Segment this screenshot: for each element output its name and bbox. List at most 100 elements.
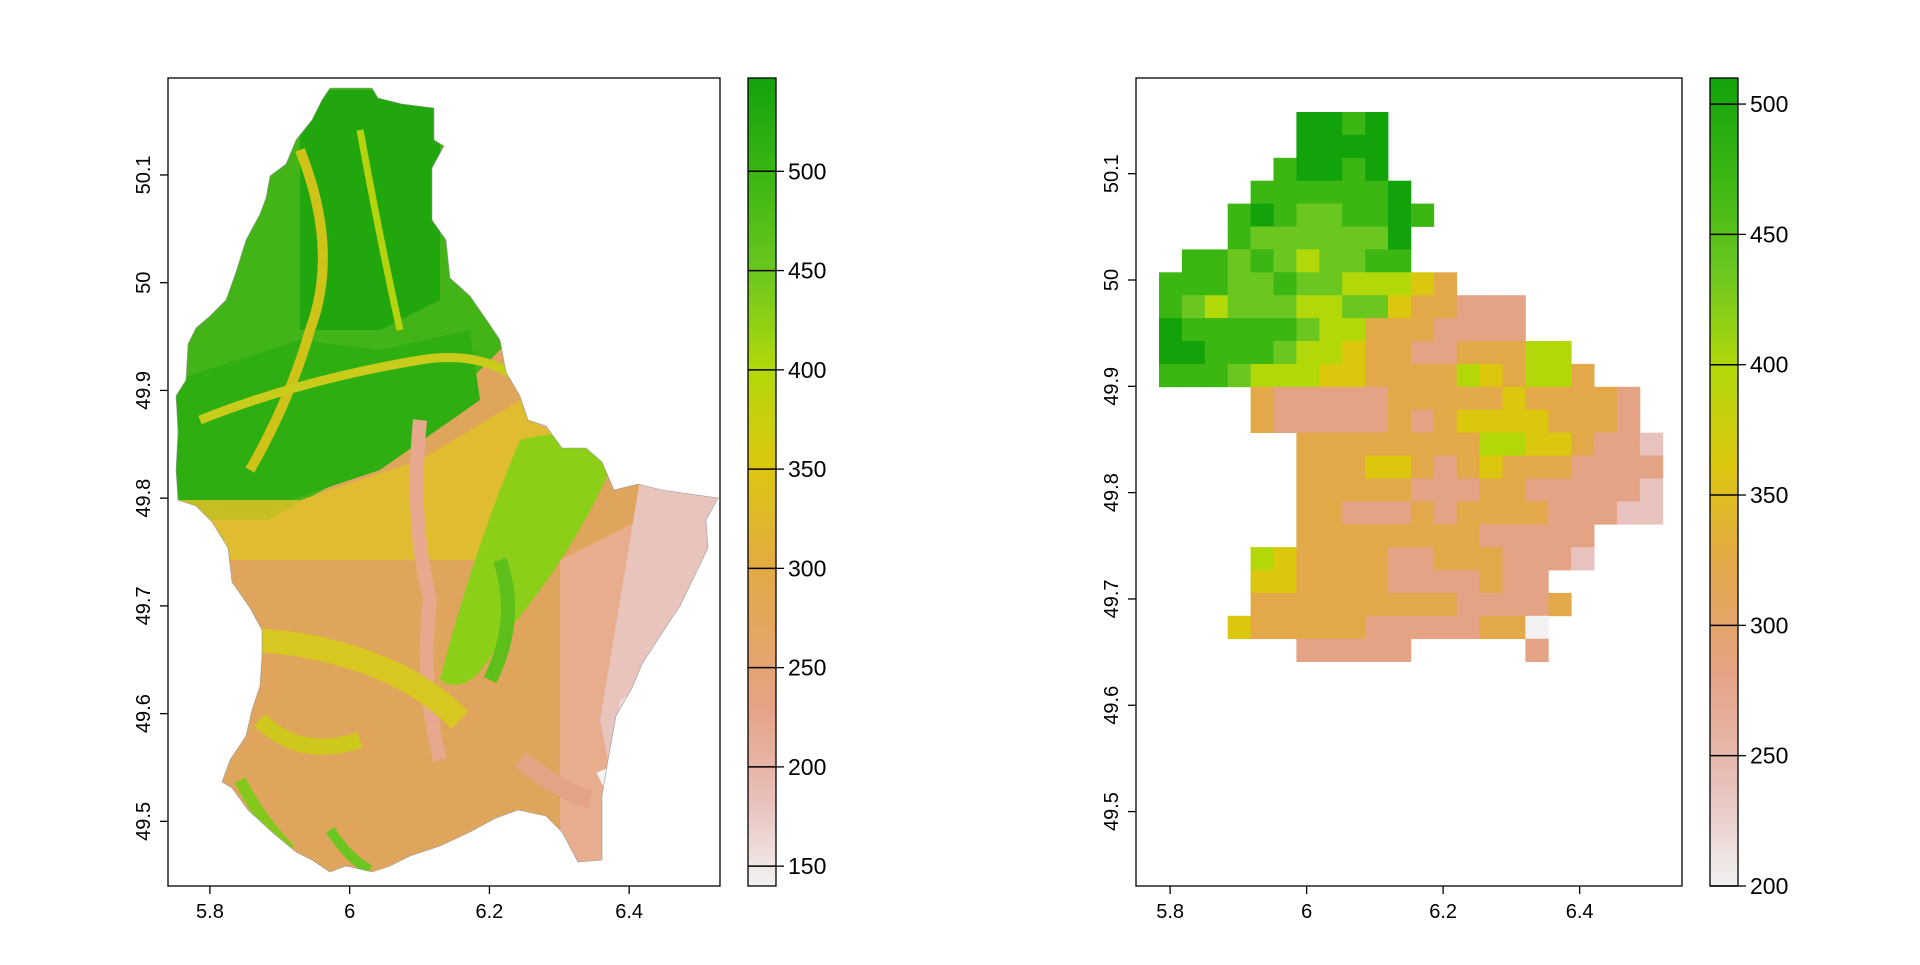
elevation-raster-fine xyxy=(176,88,718,872)
raster-cell xyxy=(1410,341,1435,365)
raster-cell xyxy=(1571,409,1595,433)
raster-cell xyxy=(1365,363,1389,388)
x-tick-label: 5.8 xyxy=(1156,901,1184,923)
y-tick-label: 49.9 xyxy=(1101,367,1123,406)
raster-cell xyxy=(1502,409,1526,433)
raster-cell xyxy=(1319,295,1343,319)
raster-cell xyxy=(1525,409,1549,433)
raster-cell xyxy=(1319,180,1343,204)
raster-cell xyxy=(1365,157,1389,182)
legend-tick-label: 450 xyxy=(1750,221,1788,247)
raster-cell xyxy=(1525,386,1549,411)
raster-cell xyxy=(1388,341,1412,365)
raster-cell xyxy=(1388,524,1412,548)
raster-cell xyxy=(1456,501,1480,525)
raster-cell xyxy=(1342,409,1366,433)
raster-cell xyxy=(1388,386,1412,411)
raster-cell xyxy=(1548,501,1572,525)
raster-cell xyxy=(1296,295,1320,319)
raster-cell xyxy=(1296,638,1320,662)
raster-cell xyxy=(1433,318,1458,342)
y-tick-label: 49.6 xyxy=(133,694,155,733)
raster-cell xyxy=(1502,318,1526,342)
raster-cell xyxy=(1273,295,1297,319)
x-tick-label: 6 xyxy=(344,901,355,923)
raster-cell xyxy=(1639,501,1664,525)
raster-cell xyxy=(1365,180,1389,204)
raster-cell xyxy=(1342,592,1366,617)
raster-cell xyxy=(1456,318,1480,342)
raster-cell xyxy=(1296,455,1320,479)
raster-cell xyxy=(1525,524,1549,548)
raster-cell xyxy=(1410,570,1435,594)
raster-cell xyxy=(1159,272,1183,296)
raster-cell xyxy=(1388,409,1412,433)
raster-cell xyxy=(1250,570,1274,594)
raster-cell xyxy=(1250,249,1274,273)
raster-cell xyxy=(1227,249,1251,273)
raster-cell xyxy=(1296,570,1320,594)
raster-cell xyxy=(1525,592,1549,617)
raster-cell xyxy=(1479,386,1503,411)
raster-cell xyxy=(1410,592,1435,617)
raster-cell xyxy=(1479,547,1503,571)
raster-cell xyxy=(1571,386,1595,411)
raster-cell xyxy=(1296,272,1320,296)
raster-cell xyxy=(1273,409,1297,433)
raster-cell xyxy=(1365,134,1389,159)
raster-cell xyxy=(1365,226,1389,250)
y-tick-label: 49.6 xyxy=(1101,686,1123,725)
axes-left: 5.8 6 6.2 6.4 49.5 49.6 49.7 49.8 49.9 50 50.1 xyxy=(133,155,643,923)
raster-cell xyxy=(1227,615,1251,640)
y-tick-label: 49.8 xyxy=(1101,473,1123,512)
raster-cell xyxy=(1410,318,1435,342)
raster-cell xyxy=(1479,592,1503,617)
raster-cell xyxy=(1388,295,1412,319)
raster-cell xyxy=(1227,295,1251,319)
raster-cell xyxy=(1456,524,1480,548)
raster-cell xyxy=(1273,363,1297,388)
raster-cell xyxy=(1410,386,1435,411)
raster-cell xyxy=(1365,615,1389,640)
x-tick-label: 6.2 xyxy=(1429,901,1457,923)
raster-cell xyxy=(1456,547,1480,571)
raster-cell xyxy=(1342,615,1366,640)
raster-cell xyxy=(1273,272,1297,296)
raster-cell xyxy=(1456,363,1480,388)
raster-cell xyxy=(1410,524,1435,548)
raster-cell xyxy=(1433,409,1458,433)
raster-cell xyxy=(1410,615,1435,640)
raster-cell xyxy=(1296,180,1320,204)
legend-tick-label: 500 xyxy=(1750,91,1788,117)
raster-cell xyxy=(1388,570,1412,594)
raster-cell xyxy=(1433,363,1458,388)
raster-cell xyxy=(1365,455,1389,479)
raster-cell xyxy=(1296,478,1320,502)
raster-cell xyxy=(1433,547,1458,571)
raster-cell xyxy=(1410,432,1435,456)
raster-cell xyxy=(1410,409,1435,433)
legend-tick-label: 300 xyxy=(1750,612,1788,638)
raster-cell xyxy=(1365,409,1389,433)
raster-cell xyxy=(1319,157,1343,182)
raster-cell xyxy=(1433,455,1458,479)
raster-cell xyxy=(1342,363,1366,388)
y-tick-label: 50.1 xyxy=(133,155,155,194)
raster-cell xyxy=(1433,570,1458,594)
raster-cell xyxy=(1319,432,1343,456)
raster-cell xyxy=(1365,501,1389,525)
raster-cell xyxy=(1548,386,1572,411)
raster-cell xyxy=(1525,478,1549,502)
raster-cell xyxy=(1479,432,1503,456)
raster-cell xyxy=(1250,615,1274,640)
raster-cell xyxy=(1479,363,1503,388)
raster-cell xyxy=(1456,570,1480,594)
legend-tick-label: 300 xyxy=(788,555,826,581)
plot-frame-right xyxy=(1135,77,1683,887)
raster-cell xyxy=(1410,363,1435,388)
raster-cell xyxy=(1250,363,1274,388)
raster-cell xyxy=(1296,432,1320,456)
raster-cell xyxy=(1502,592,1526,617)
raster-cell xyxy=(1342,226,1366,250)
raster-cell xyxy=(1250,318,1274,342)
